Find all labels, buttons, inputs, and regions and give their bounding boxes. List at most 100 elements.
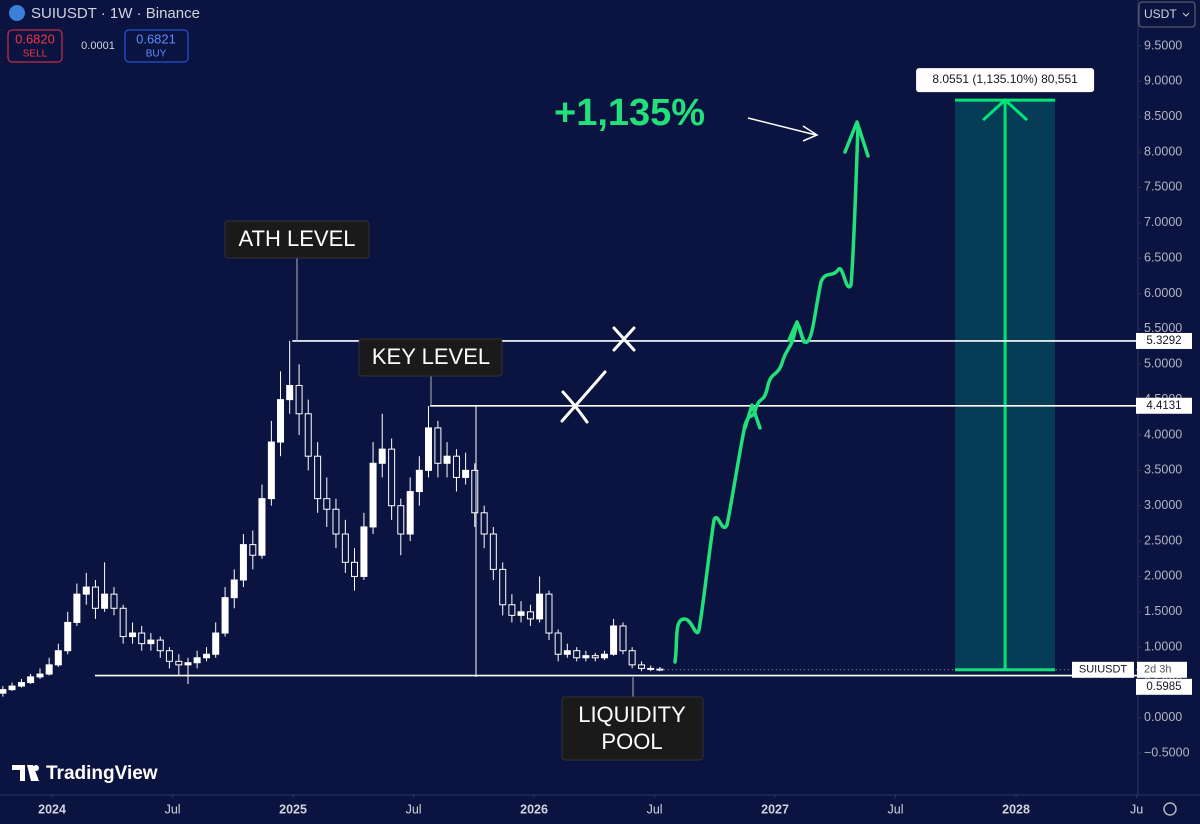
candle-body — [406, 491, 414, 535]
measure-label: 8.0551 (1,135.10%) 80,551 — [932, 72, 1078, 86]
currency: USDT — [1144, 7, 1177, 21]
candle-body — [249, 544, 257, 556]
candle-body — [443, 455, 451, 464]
candle-body — [517, 611, 525, 616]
x-tick-label: 2027 — [761, 802, 789, 816]
axes: −0.50000.00000.50001.00001.50002.00002.5… — [38, 38, 1192, 816]
candle-body — [64, 621, 72, 652]
currency-select[interactable] — [1138, 1, 1196, 28]
x-tick-label: Jul — [888, 802, 904, 816]
x-tick-label: Jul — [647, 802, 663, 816]
ath-box — [224, 220, 370, 259]
y-tick-label: 6.0000 — [1144, 286, 1182, 300]
candle-body — [156, 639, 164, 652]
last-price-name-box — [1072, 661, 1134, 678]
candle-body — [545, 593, 553, 634]
brand-logo — [33, 765, 39, 771]
candle-body — [193, 657, 201, 664]
level-label: 5.3292 — [1146, 335, 1181, 347]
candle-body — [304, 413, 312, 457]
candle-body — [341, 533, 349, 563]
y-tick-label: 7.5000 — [1144, 180, 1182, 194]
y-tick-label: 3.5000 — [1144, 463, 1182, 477]
candle-body — [628, 650, 636, 666]
candle-body — [119, 607, 127, 638]
y-tick-label: 7.0000 — [1144, 215, 1182, 229]
y-tick-label: 1.0000 — [1144, 639, 1182, 653]
x-tick-label: 2026 — [520, 802, 548, 816]
y-tick-label: 8.0000 — [1144, 144, 1182, 158]
plot-area: 8.0551 (1,135.10%) 80,551 — [0, 68, 1138, 697]
candle-body — [212, 632, 220, 655]
candle-body — [647, 667, 655, 670]
candle-body — [129, 632, 137, 638]
measure-arrowhead — [982, 98, 1029, 122]
candle-body — [369, 462, 377, 528]
pool-label: LIQUIDITY — [578, 702, 686, 727]
candle-body — [452, 455, 460, 478]
candle-body — [27, 676, 35, 684]
candle-body — [0, 689, 7, 694]
key-box — [358, 338, 503, 377]
y-tick-label: 2.0000 — [1144, 569, 1182, 583]
candle-body — [573, 650, 581, 659]
candle-body — [351, 561, 359, 577]
candle-body — [591, 655, 599, 659]
symbol-title: SUIUSDT · 1W · Binance — [31, 5, 200, 22]
x-tick-label: 2025 — [279, 802, 307, 816]
settings-icon[interactable] — [1163, 802, 1177, 816]
candle-body — [101, 593, 109, 609]
y-tick-label: 9.5000 — [1144, 38, 1182, 52]
candle-body — [91, 586, 99, 609]
candle-body — [619, 625, 627, 652]
candle-body — [73, 593, 81, 623]
candle-body — [17, 682, 25, 687]
candle-body — [45, 664, 53, 675]
candle-body — [526, 611, 534, 620]
sell-label: SELL — [23, 49, 48, 60]
buy-price: 0.6821 — [136, 31, 176, 46]
candle-body — [110, 593, 118, 609]
candle-body — [258, 498, 266, 556]
candle-body — [397, 505, 405, 535]
candle-body — [175, 660, 183, 666]
level-label-box — [1136, 332, 1192, 349]
level-label-box — [1136, 397, 1192, 414]
candle-body — [360, 526, 368, 577]
cross-marks — [560, 326, 636, 424]
candle-body — [536, 593, 544, 620]
sell-price: 0.6820 — [15, 31, 55, 46]
candle-body — [221, 597, 229, 634]
candle-body — [267, 441, 275, 500]
y-tick-label: 5.0000 — [1144, 357, 1182, 371]
countdown-box — [1137, 661, 1187, 678]
candle-body — [54, 650, 62, 666]
candle-body — [415, 469, 423, 493]
symbol-icon — [9, 5, 25, 21]
buy-button[interactable] — [124, 29, 189, 63]
x-tick-label: Jul — [406, 802, 422, 816]
y-tick-label: 1.5000 — [1144, 604, 1182, 618]
candle-body — [480, 512, 488, 535]
candle-body — [563, 650, 571, 655]
candle-body — [508, 604, 516, 616]
candle-body — [462, 469, 470, 478]
last-price-name: SUIUSDT — [1079, 664, 1128, 676]
candle-body — [36, 673, 44, 678]
level-label: 0.5985 — [1146, 681, 1181, 693]
candle-body — [554, 632, 562, 655]
x-tick-label: 2028 — [1002, 802, 1030, 816]
candle-body — [147, 639, 155, 645]
y-tick-label: 5.5000 — [1144, 321, 1182, 335]
candle-body — [610, 625, 618, 655]
level-label-box — [1136, 678, 1192, 695]
sell-button[interactable] — [7, 29, 63, 63]
candle-body — [332, 508, 340, 535]
candle-body — [286, 384, 294, 401]
y-tick-label: 9.0000 — [1144, 74, 1182, 88]
candle-body — [638, 664, 646, 669]
measure-label-box — [916, 68, 1095, 93]
buy-label: BUY — [146, 49, 167, 60]
candle-body — [165, 650, 173, 662]
y-tick-label: 0.0000 — [1144, 710, 1182, 724]
